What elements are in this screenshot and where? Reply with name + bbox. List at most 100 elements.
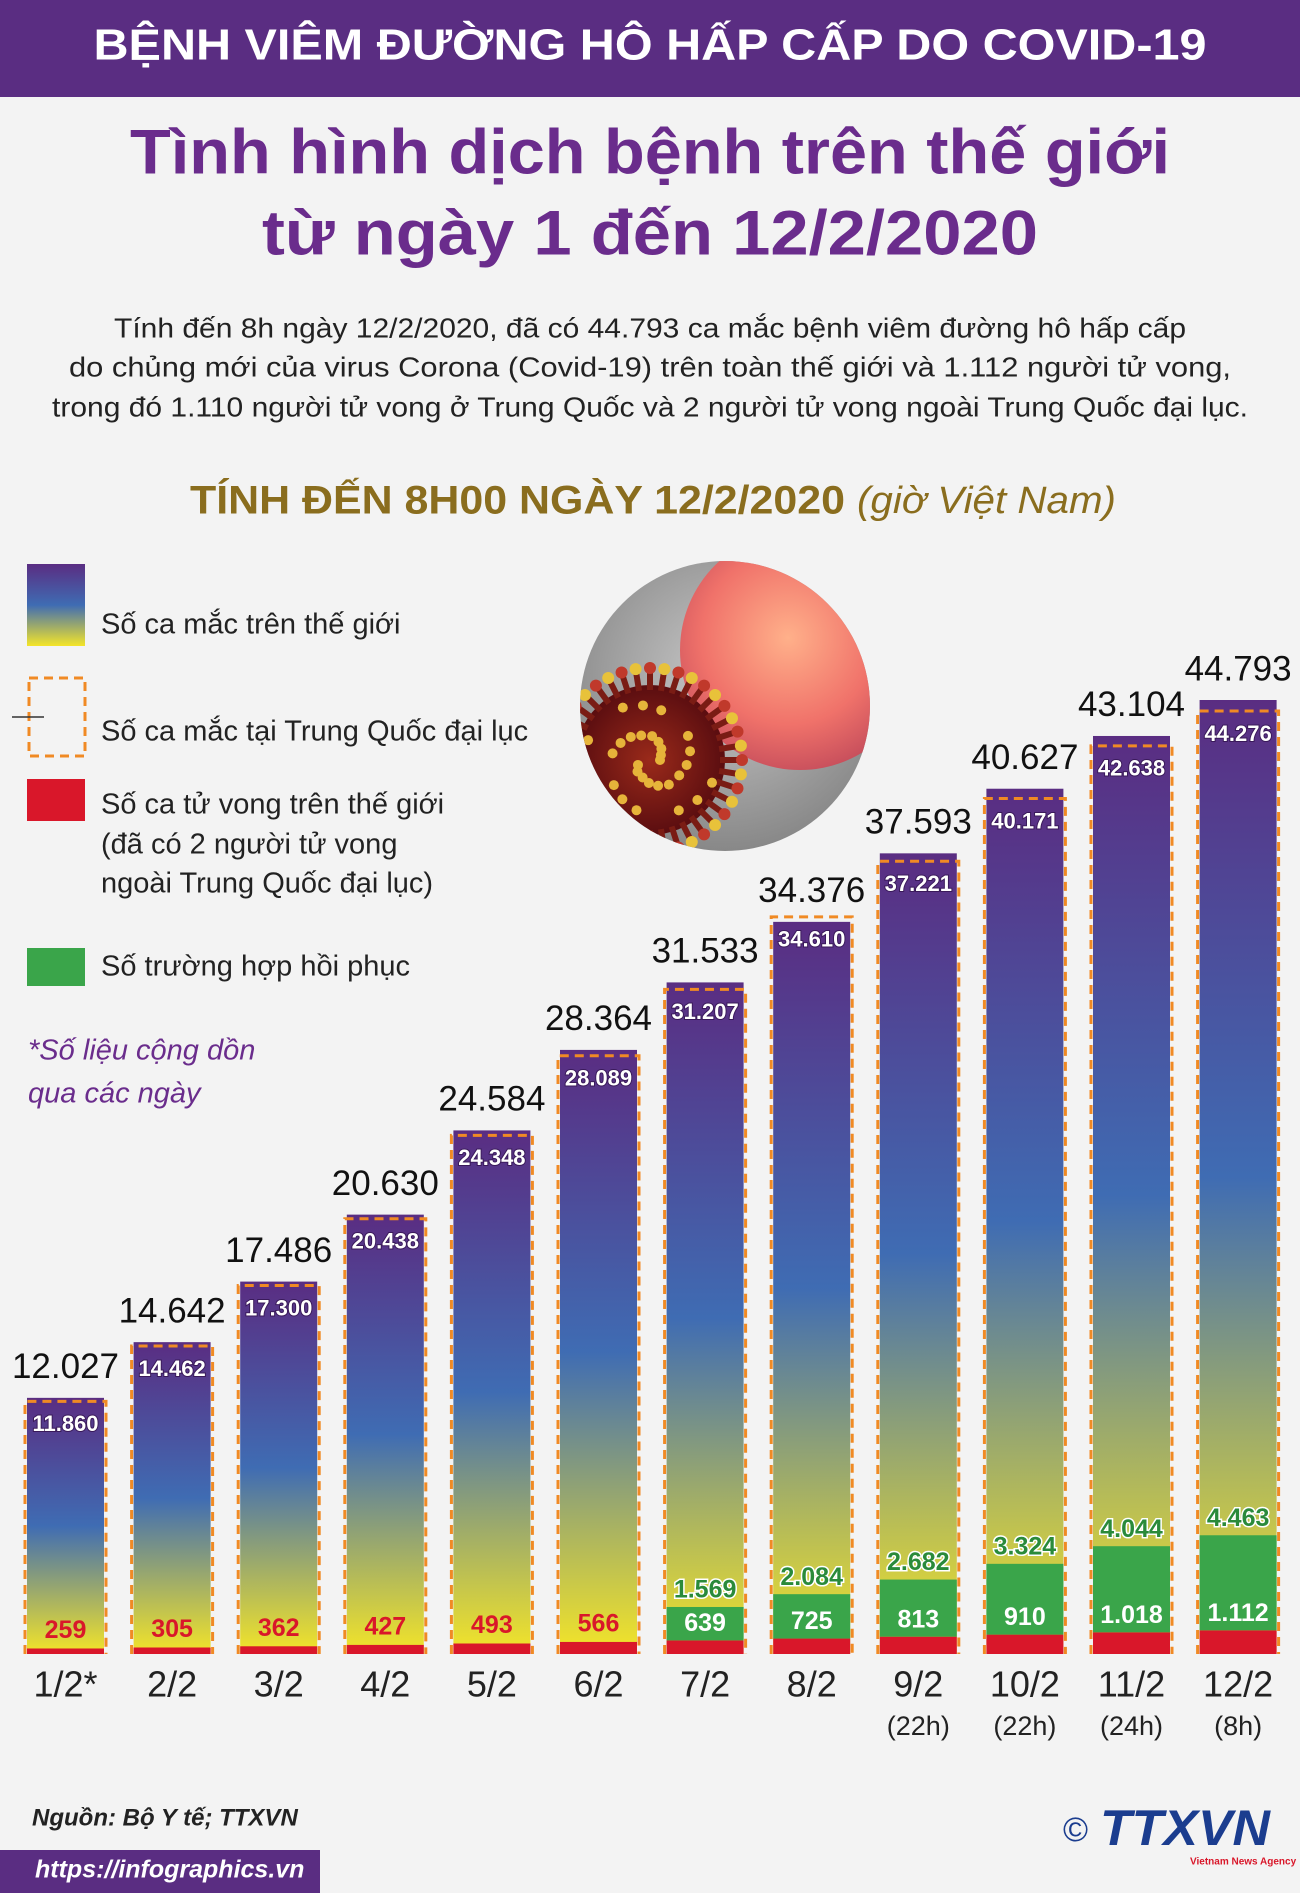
virus-dot xyxy=(617,794,628,805)
source: Nguồn: Bộ Y tế; TTXVN xyxy=(32,1804,298,1831)
virus-tip xyxy=(552,754,564,766)
china-label: 17.300 xyxy=(245,1295,312,1320)
virus-tip xyxy=(718,699,731,712)
virus-tip xyxy=(562,796,574,808)
virus-dot xyxy=(647,731,658,742)
virus-tip xyxy=(698,679,711,692)
deaths-label: 1.112 xyxy=(1208,1599,1269,1627)
virus-tip xyxy=(602,672,615,685)
title: từ ngày 1 đến 12/2/2020 xyxy=(262,199,1038,269)
virus-tip xyxy=(725,795,738,808)
legend-swatch xyxy=(27,564,85,646)
legend-note: (đã có 2 người tử vong xyxy=(101,829,397,861)
world-label: 12.027 xyxy=(12,1347,119,1386)
virus-tip xyxy=(672,841,685,851)
virus-dot xyxy=(615,737,626,748)
bar-world xyxy=(879,853,957,1654)
virus-tip xyxy=(709,819,722,832)
bar-world xyxy=(346,1214,424,1654)
china-label: 44.276 xyxy=(1204,721,1271,746)
virus-tip xyxy=(658,844,671,851)
virus-dot xyxy=(583,735,594,746)
world-label: 34.376 xyxy=(758,871,865,910)
virus-tip xyxy=(734,768,747,781)
deaths-label: 259 xyxy=(45,1616,87,1644)
x-tick-note: (24h) xyxy=(1100,1711,1163,1741)
virus-tip xyxy=(734,739,747,752)
world-label: 43.104 xyxy=(1078,685,1185,724)
bar-china-outline xyxy=(343,1217,428,1654)
bar-world xyxy=(666,982,744,1654)
recovered-label: 3.324 xyxy=(994,1532,1057,1560)
bar-recovered xyxy=(879,1579,957,1637)
bar-recovered xyxy=(986,1563,1064,1635)
x-tick-label: 7/2 xyxy=(680,1664,730,1705)
virus-tip xyxy=(557,726,569,738)
bar-china-outline xyxy=(556,1054,641,1654)
x-tick-label: 8/2 xyxy=(787,1664,837,1705)
virus-dot xyxy=(631,805,642,816)
virus-tip xyxy=(580,699,582,712)
china-label: 31.207 xyxy=(671,999,738,1024)
deaths-label: 362 xyxy=(258,1614,300,1642)
world-label: 17.486 xyxy=(225,1231,332,1270)
bar-deaths xyxy=(1199,1630,1277,1654)
bar-china-outline xyxy=(769,915,854,1654)
x-tick-label: 9/2 xyxy=(893,1664,943,1705)
recovered-label: 4.044 xyxy=(1100,1515,1163,1543)
bar-china-outline xyxy=(876,859,961,1654)
x-tick-label: 11/2 xyxy=(1098,1664,1165,1705)
bar-world xyxy=(133,1342,211,1654)
virus-dot xyxy=(682,730,693,741)
virus-tip xyxy=(718,808,731,821)
virus-tip xyxy=(615,666,628,679)
deaths-label: 493 xyxy=(471,1611,513,1639)
virus-dot xyxy=(674,770,685,781)
bar-deaths xyxy=(986,1634,1064,1654)
china-label: 24.348 xyxy=(458,1145,525,1170)
bar-recovered xyxy=(1093,1546,1170,1633)
virus-tip xyxy=(731,725,744,738)
description: do chủng mới của virus Corona (Covid-19)… xyxy=(69,351,1231,382)
legend-label: Số trường hợp hồi phục xyxy=(101,951,410,983)
legend-label: Số ca mắc trên thế giới xyxy=(101,608,401,641)
virus-tip xyxy=(685,672,698,685)
virus-dot xyxy=(673,805,684,816)
virus-tip xyxy=(644,846,656,851)
bar-world xyxy=(240,1281,318,1654)
logo: TTXVN xyxy=(1100,1800,1271,1856)
virus-dot xyxy=(632,759,643,770)
x-tick-label: 4/2 xyxy=(360,1664,410,1705)
x-tick-label: 10/2 xyxy=(990,1664,1060,1705)
bar-china-outline xyxy=(236,1284,321,1654)
deaths-label: 813 xyxy=(897,1605,939,1633)
recovered-label: 2.084 xyxy=(780,1563,843,1591)
virus-tip xyxy=(580,688,591,701)
virus-spike xyxy=(582,807,603,828)
deaths-label: 427 xyxy=(364,1613,406,1641)
virus-tip xyxy=(589,679,602,692)
virus-tip xyxy=(698,828,711,841)
virus-spike xyxy=(593,814,612,837)
virus-tip xyxy=(725,712,738,725)
recovered-label: 2.682 xyxy=(887,1548,950,1576)
bar-china-outline xyxy=(23,1399,108,1654)
virus-spike xyxy=(605,821,621,844)
bar-world xyxy=(1199,700,1277,1654)
world-label: 40.627 xyxy=(971,738,1078,777)
deaths-label: 1.018 xyxy=(1100,1601,1163,1629)
virus-spike xyxy=(580,715,589,731)
world-label: 44.793 xyxy=(1185,649,1292,688)
world-label: 24.584 xyxy=(438,1080,545,1119)
subtitle: TÍNH ĐẾN 8H00 NGÀY 12/2/2020 xyxy=(190,477,845,523)
deaths-label: 566 xyxy=(578,1610,620,1638)
virus-dot xyxy=(692,794,703,805)
virus-dot xyxy=(617,702,628,713)
bar-china-outline xyxy=(130,1344,215,1654)
virus-tip xyxy=(709,688,722,701)
virus-spike xyxy=(580,728,585,742)
bar-deaths xyxy=(240,1646,318,1654)
virus-spike xyxy=(580,789,589,805)
header: BỆNH VIÊM ĐƯỜNG HÔ HẤP CẤP DO COVID-19 xyxy=(94,19,1207,70)
logo-tagline: Vietnam News Agency xyxy=(1190,1857,1297,1868)
